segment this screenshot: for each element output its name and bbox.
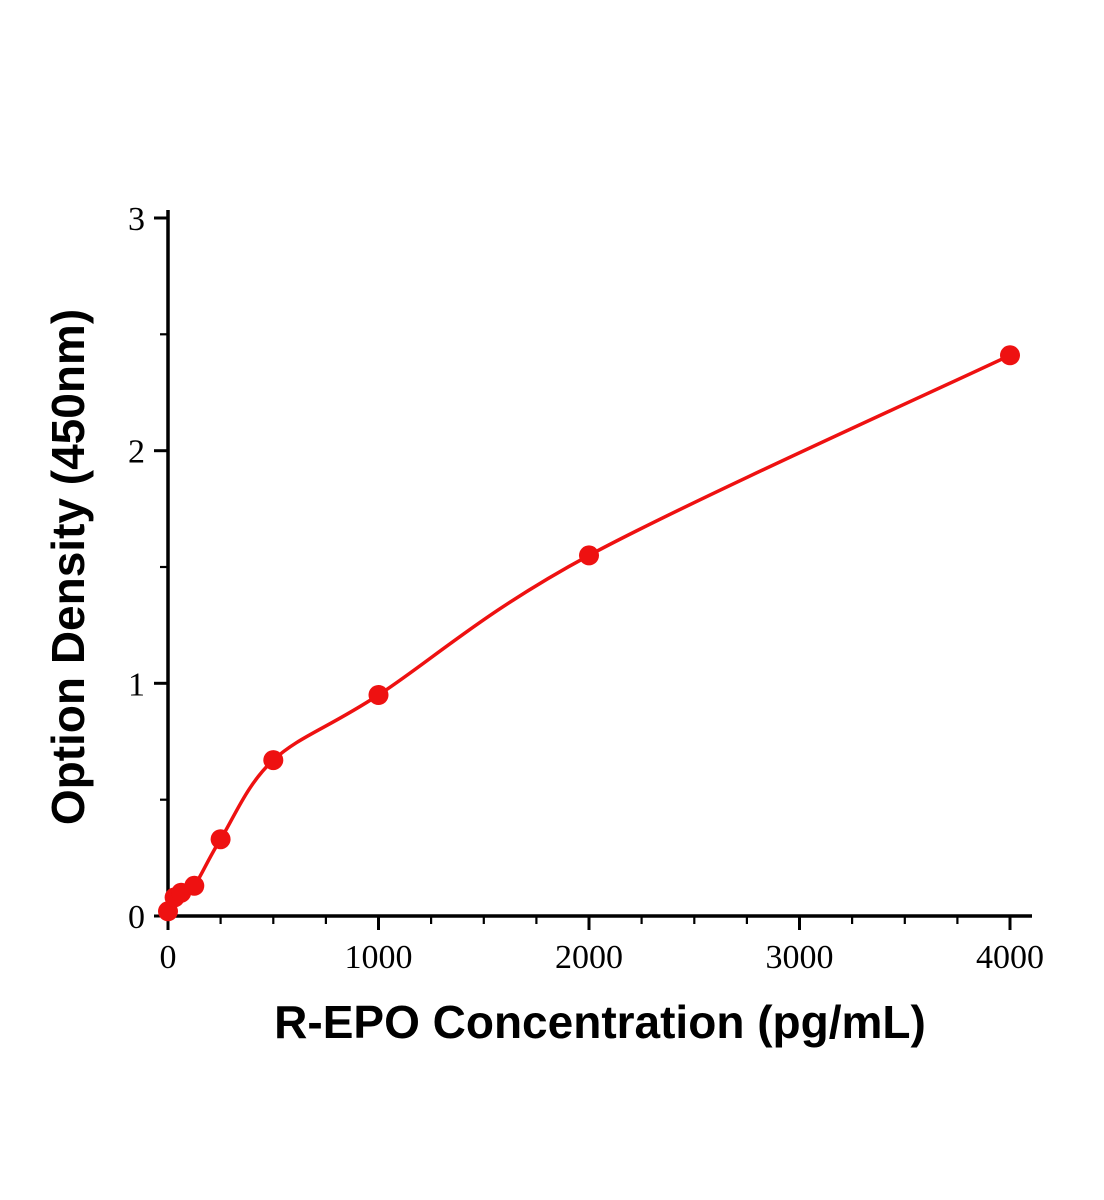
data-point (210, 829, 231, 850)
x-tick-label: 2000 (555, 939, 623, 976)
y-axis-title: Option Density (450nm) (42, 309, 94, 825)
data-point (368, 685, 389, 705)
y-tick-label: 2 (128, 434, 145, 471)
data-point (184, 875, 205, 896)
chart-root: 0 1000 2000 3000 4000 0 1 2 3 R-EPO Concentration… (42, 201, 1044, 1048)
fit-curve (166, 353, 1012, 914)
y-tick-label: 3 (128, 201, 145, 238)
data-point (1000, 345, 1020, 366)
x-tick-label: 0 (160, 939, 177, 976)
data-point (579, 545, 599, 566)
x-tick-label: 3000 (766, 939, 834, 976)
x-tick-label: 4000 (976, 939, 1044, 976)
data-point (263, 750, 284, 771)
x-axis-title: R-EPO Concentration (pg/mL) (274, 996, 926, 1048)
y-tick-label: 0 (128, 899, 145, 936)
x-tick-label: 1000 (345, 939, 413, 976)
y-tick-label: 1 (128, 666, 145, 703)
